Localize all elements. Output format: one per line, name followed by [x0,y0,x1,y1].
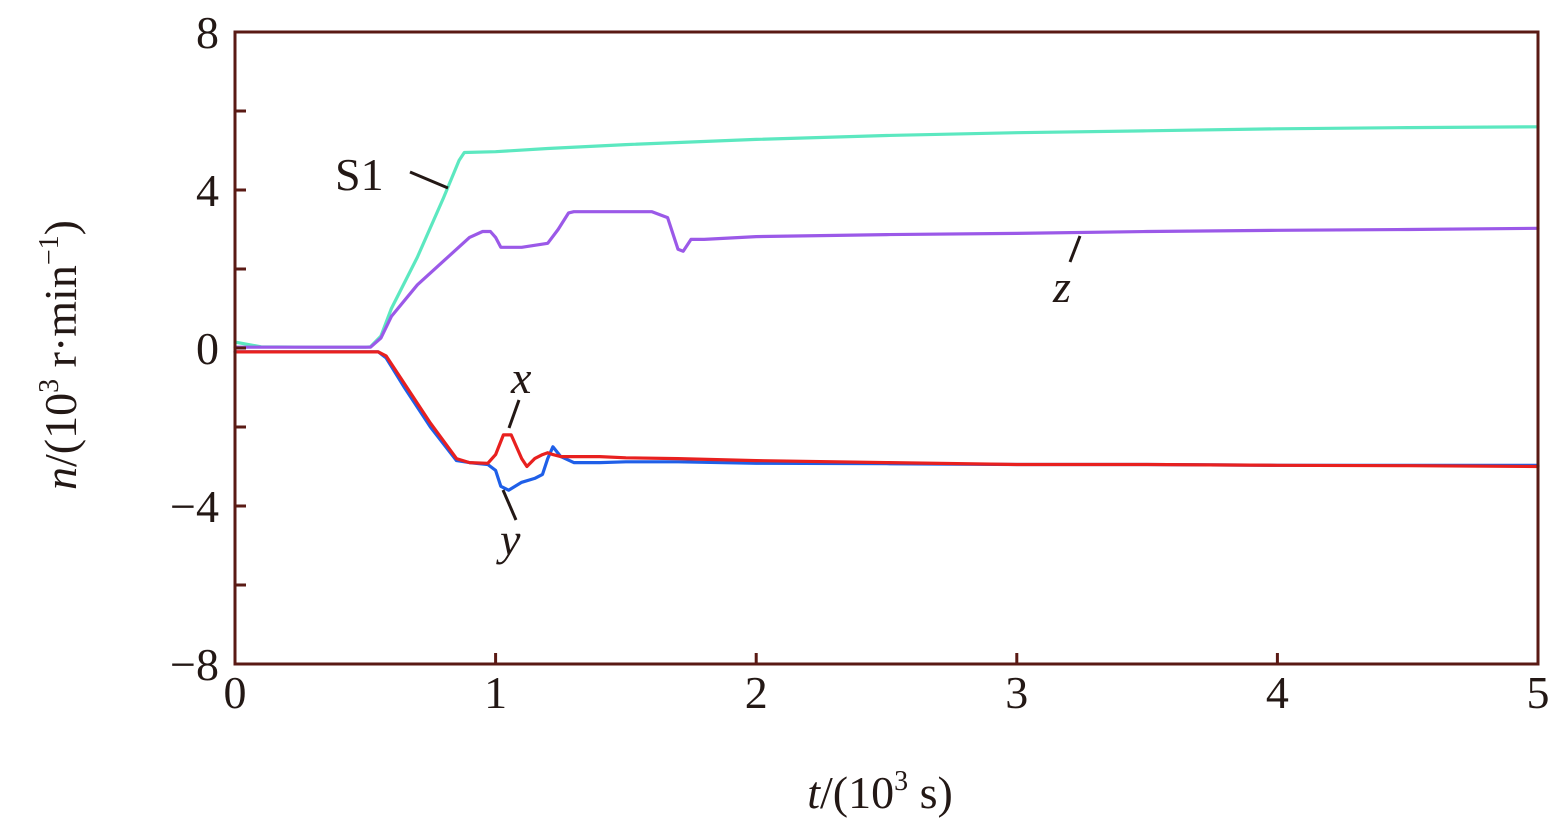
series-line-s1 [233,125,1540,349]
y-axis-unit-sup: 3 [34,379,65,393]
x-axis-label: t/(103 s) [807,766,953,818]
y-axis-unit-post: ) [35,220,86,235]
annotation-label: z [1052,261,1071,312]
x-tick-label: 2 [745,667,768,718]
annotation-leader [507,399,521,429]
annotation-leader [501,489,518,521]
x-axis-unit-sup: 3 [894,766,908,797]
annotation-label: x [510,352,532,403]
y-axis-unit-pre: /(10 [35,393,86,467]
x-axis-unit-post: s) [908,767,953,818]
x-tick-label: 4 [1266,667,1289,718]
y-axis-var: n [35,467,86,490]
y-axis-unit-sup2: −1 [34,235,65,265]
series-layer [233,125,1540,492]
y-tick-label: −8 [170,639,219,690]
tick-labels-layer: 0 1 2 3 4 5 −8 −4 0 4 8 [170,7,1549,718]
y-axis-label: n/(103 r·min−1) [34,220,86,490]
annotations-layer: S1 z x y [335,149,1082,565]
x-tick-label: 3 [1005,667,1028,718]
annotation-leader [409,170,449,190]
x-axis-var: t [807,767,821,818]
y-tick-label: 8 [196,7,219,58]
x-tick-label: 1 [484,667,507,718]
x-tick-label: 5 [1527,667,1550,718]
y-tick-label: 0 [196,323,219,374]
annotation-label: y [496,514,521,565]
x-axis-unit-pre: /(10 [820,767,894,818]
series-line-z [233,210,1540,349]
y-tick-label: −4 [170,481,219,532]
annotation-leader [1068,235,1082,263]
series-line-x [233,350,1540,469]
y-tick-label: 4 [196,165,219,216]
y-axis-unit-mid: r·min [35,265,86,379]
ticks-layer [235,109,1279,664]
annotation-label: S1 [335,149,384,200]
x-tick-label: 0 [224,667,247,718]
